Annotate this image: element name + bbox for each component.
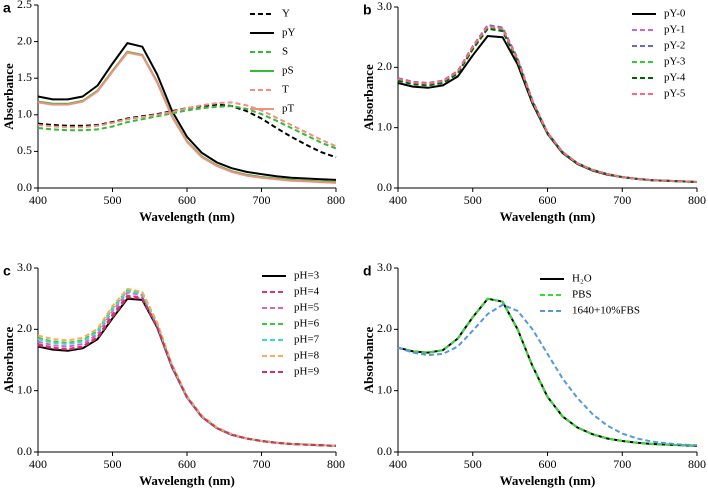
x-tick-label: 400 <box>29 457 47 471</box>
y-tick-label: 0.5 <box>17 143 32 157</box>
x-tick-label: 400 <box>389 457 407 471</box>
series-line <box>397 27 698 183</box>
legend-label: T <box>282 84 289 96</box>
series-line <box>397 35 698 183</box>
x-tick-label: 700 <box>253 457 271 471</box>
x-tick-label: 500 <box>104 193 122 207</box>
legend-label: pH=4 <box>294 286 320 298</box>
legend-label: pY-5 <box>664 88 686 100</box>
legend-label: pH=5 <box>294 302 320 314</box>
legend-label: pY-1 <box>664 24 685 36</box>
y-tick-label: 2.5 <box>17 0 32 11</box>
y-axis-title: Absorbance <box>1 63 16 130</box>
x-axis-title: Wavelength (nm) <box>139 209 235 224</box>
series-line <box>397 297 698 447</box>
y-tick-label: 3.0 <box>377 0 392 13</box>
legend-label: PBS <box>572 289 592 301</box>
y-tick-label: 2.0 <box>17 33 32 47</box>
series-line <box>397 303 698 447</box>
x-tick-label: 600 <box>539 457 557 471</box>
x-axis-title: Wavelength (nm) <box>500 209 596 224</box>
x-tick-label: 800 <box>327 193 345 207</box>
x-axis-title: Wavelength (nm) <box>139 473 235 488</box>
series-line <box>37 294 337 447</box>
x-tick-label: 600 <box>178 457 196 471</box>
series-line <box>37 287 337 447</box>
y-tick-label: 2.0 <box>377 59 392 73</box>
series-line <box>37 289 337 447</box>
y-axis-title: Absorbance <box>1 327 16 394</box>
y-tick-label: 3.0 <box>377 260 392 274</box>
legend-label: pS <box>282 65 294 77</box>
series-line <box>37 103 337 159</box>
y-tick-label: 1.5 <box>17 70 32 84</box>
legend-label: pY-3 <box>664 56 686 68</box>
y-tick-label: 1.0 <box>377 382 392 396</box>
panel-label: b <box>363 2 372 18</box>
x-tick-label: 700 <box>613 457 631 471</box>
y-tick-label: 0.0 <box>377 444 392 458</box>
x-tick-label: 700 <box>253 193 271 207</box>
y-tick-label: 1.0 <box>17 382 32 396</box>
x-tick-label: 500 <box>104 457 122 471</box>
x-tick-label: 700 <box>613 193 631 207</box>
series-line <box>37 291 337 447</box>
legend-label: 1640+10%FBS <box>572 305 640 317</box>
x-tick-label: 600 <box>178 193 196 207</box>
series-line <box>37 296 337 447</box>
panel-label: d <box>363 263 372 279</box>
x-tick-label: 600 <box>539 193 557 207</box>
x-tick-label: 800 <box>688 193 706 207</box>
series-line <box>397 24 698 183</box>
y-axis-title: Absorbance <box>361 327 376 394</box>
legend-label: pY-4 <box>664 72 686 84</box>
legend-label: pY-0 <box>664 8 686 20</box>
y-tick-label: 2.0 <box>377 321 392 335</box>
series-line <box>397 297 698 447</box>
series-line <box>397 26 698 183</box>
legend-label: S <box>282 46 288 58</box>
x-axis-title: Wavelength (nm) <box>500 473 596 488</box>
series-line <box>37 42 337 181</box>
legend-label: pH=8 <box>294 350 320 362</box>
legend-label: Y <box>282 8 290 20</box>
legend-label: pH=6 <box>294 318 320 330</box>
x-tick-label: 400 <box>29 193 47 207</box>
y-tick-label: 1.0 <box>377 119 392 133</box>
series-line <box>37 105 337 150</box>
series-line <box>37 290 337 447</box>
y-tick-label: 3.0 <box>17 260 32 274</box>
legend-label: pH=3 <box>294 270 320 282</box>
x-tick-label: 800 <box>688 457 706 471</box>
legend-label: pH=7 <box>294 334 320 346</box>
series-line <box>397 25 698 183</box>
y-tick-label: 2.0 <box>17 321 32 335</box>
x-tick-label: 500 <box>464 457 482 471</box>
series-line <box>37 297 337 447</box>
legend-label: pY <box>282 27 296 39</box>
series-line <box>397 27 698 183</box>
series-line <box>37 101 337 148</box>
panel-label: a <box>3 0 11 16</box>
y-axis-title: Absorbance <box>361 64 376 131</box>
x-tick-label: 500 <box>464 193 482 207</box>
x-tick-label: 800 <box>327 457 345 471</box>
legend-label: pH=9 <box>294 366 320 378</box>
legend-label: H₂O <box>572 273 592 285</box>
legend-label: pT <box>282 103 295 115</box>
y-tick-label: 0.0 <box>17 180 32 194</box>
x-tick-label: 400 <box>389 193 407 207</box>
y-tick-label: 0.0 <box>377 180 392 194</box>
y-tick-label: 1.0 <box>17 107 32 121</box>
panel-label: c <box>3 263 11 279</box>
series-line <box>37 51 337 184</box>
legend-label: pY-2 <box>664 40 685 52</box>
y-tick-label: 0.0 <box>17 444 32 458</box>
